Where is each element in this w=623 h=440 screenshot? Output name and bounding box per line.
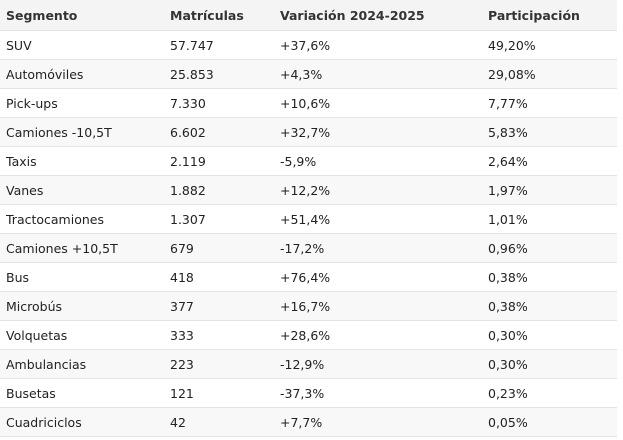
- table-cell: 1,97%: [482, 175, 617, 205]
- header-cell: Segmento: [0, 0, 164, 31]
- table-cell: +4,3%: [274, 59, 482, 89]
- header-cell: Variación 2024-2025: [274, 0, 482, 31]
- table-cell: +32,7%: [274, 117, 482, 147]
- header-row: Segmento Matrículas Variación 2024-2025 Par…: [0, 0, 617, 31]
- table-cell: 377: [164, 291, 274, 321]
- table-cell: 42: [164, 407, 274, 437]
- table-row: Cuadriciclos 42 +7,7% 0,05%: [0, 407, 617, 437]
- table-cell: 223: [164, 349, 274, 379]
- table-cell: -17,2%: [274, 233, 482, 263]
- table-row: Ambulancias 223 -12,9% 0,30%: [0, 349, 617, 379]
- table-cell: Ambulancias: [0, 349, 164, 379]
- table-cell: Camiones +10,5T: [0, 233, 164, 263]
- table-row: Camiones -10,5T 6.602 +32,7% 5,83%: [0, 117, 617, 147]
- table-row: Bus 418 +76,4% 0,38%: [0, 262, 617, 292]
- table-row: Pick-ups 7.330 +10,6% 7,77%: [0, 88, 617, 118]
- table-cell: 7.330: [164, 88, 274, 118]
- header-cell: Matrículas: [164, 0, 274, 31]
- table-cell: Bus: [0, 262, 164, 292]
- table-row: Busetas 121 -37,3% 0,23%: [0, 378, 617, 408]
- table-cell: 25.853: [164, 59, 274, 89]
- table-cell: 2.119: [164, 146, 274, 176]
- header-cell: Participación: [482, 0, 617, 31]
- table-cell: 1,01%: [482, 204, 617, 234]
- table-cell: 7,77%: [482, 88, 617, 118]
- table-cell: 0,30%: [482, 349, 617, 379]
- table-cell: 0,38%: [482, 291, 617, 321]
- table-body: SUV 57.747 +37,6% 49,20% Automóviles 25.853 +4…: [0, 30, 617, 437]
- table-row: Vanes 1.882 +12,2% 1,97%: [0, 175, 617, 205]
- table-cell: -37,3%: [274, 378, 482, 408]
- table-cell: +37,6%: [274, 30, 482, 60]
- table-cell: 0,96%: [482, 233, 617, 263]
- table-cell: Pick-ups: [0, 88, 164, 118]
- table-cell: 6.602: [164, 117, 274, 147]
- table-cell: +12,2%: [274, 175, 482, 205]
- table-cell: 1.307: [164, 204, 274, 234]
- table-row: Microbús 377 +16,7% 0,38%: [0, 291, 617, 321]
- table-cell: Camiones -10,5T: [0, 117, 164, 147]
- table-cell: SUV: [0, 30, 164, 60]
- table-row: Automóviles 25.853 +4,3% 29,08%: [0, 59, 617, 89]
- table-cell: +28,6%: [274, 320, 482, 350]
- table-row: SUV 57.747 +37,6% 49,20%: [0, 30, 617, 60]
- table-cell: 0,23%: [482, 378, 617, 408]
- table-row: Camiones +10,5T 679 -17,2% 0,96%: [0, 233, 617, 263]
- table-cell: Busetas: [0, 378, 164, 408]
- table-cell: Cuadriciclos: [0, 407, 164, 437]
- table-cell: 679: [164, 233, 274, 263]
- table-cell: +76,4%: [274, 262, 482, 292]
- table-cell: Taxis: [0, 146, 164, 176]
- table-cell: 333: [164, 320, 274, 350]
- table-cell: 418: [164, 262, 274, 292]
- table-cell: Tractocamiones: [0, 204, 164, 234]
- table-row: Tractocamiones 1.307 +51,4% 1,01%: [0, 204, 617, 234]
- table-cell: +51,4%: [274, 204, 482, 234]
- table-cell: 57.747: [164, 30, 274, 60]
- table-cell: +16,7%: [274, 291, 482, 321]
- table-row: Taxis 2.119 -5,9% 2,64%: [0, 146, 617, 176]
- table-cell: 5,83%: [482, 117, 617, 147]
- table-cell: +10,6%: [274, 88, 482, 118]
- table-cell: Volquetas: [0, 320, 164, 350]
- table-cell: Microbús: [0, 291, 164, 321]
- table-cell: 1.882: [164, 175, 274, 205]
- table-cell: 121: [164, 378, 274, 408]
- table-cell: 0,05%: [482, 407, 617, 437]
- table-cell: +7,7%: [274, 407, 482, 437]
- table-cell: 49,20%: [482, 30, 617, 60]
- table-cell: Automóviles: [0, 59, 164, 89]
- table-cell: Vanes: [0, 175, 164, 205]
- table-cell: -12,9%: [274, 349, 482, 379]
- table-cell: 29,08%: [482, 59, 617, 89]
- table-cell: 2,64%: [482, 146, 617, 176]
- table-cell: -5,9%: [274, 146, 482, 176]
- table-cell: 0,30%: [482, 320, 617, 350]
- table-cell: 0,38%: [482, 262, 617, 292]
- table-row: Volquetas 333 +28,6% 0,30%: [0, 320, 617, 350]
